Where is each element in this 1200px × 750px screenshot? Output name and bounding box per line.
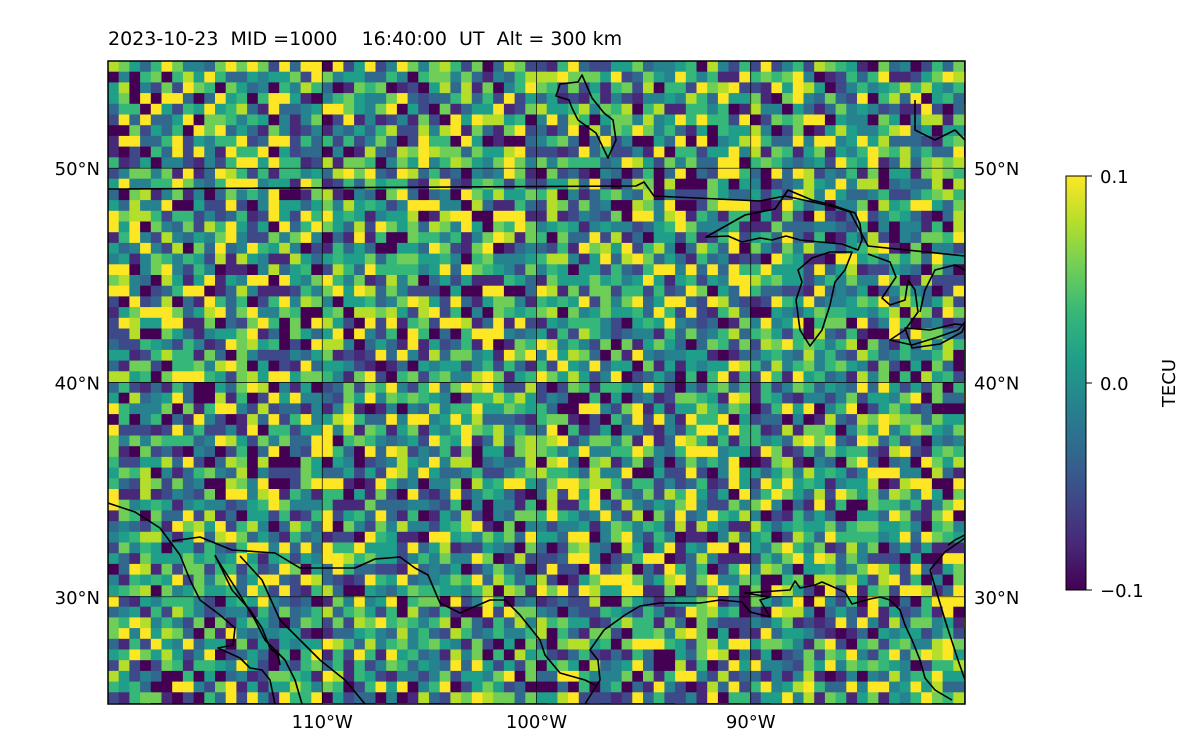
- lake-huron: [867, 253, 965, 346]
- map-gridlines: [108, 61, 965, 704]
- sonora-coast: [239, 555, 366, 704]
- lat-tick-label: 30°N: [55, 588, 100, 609]
- map-frame: [107, 60, 966, 705]
- colorbar-tick-label: −0.1: [1100, 581, 1144, 602]
- lat-tick-label: 50°N: [55, 159, 100, 180]
- lat-tick-label: 40°N: [55, 374, 100, 395]
- lat-tick-label: 50°N: [974, 159, 1019, 180]
- florida-peninsula: [929, 569, 965, 681]
- colorbar-tick-label: 0.0: [1100, 374, 1129, 395]
- lon-tick-label: 110°W: [292, 712, 353, 733]
- gulf-of-california-west: [214, 554, 281, 666]
- latitude-ticks-left: 50°N 40°N 30°N: [55, 159, 100, 609]
- lake-michigan: [795, 251, 853, 347]
- gulf-of-california-east: [214, 555, 303, 704]
- gulf-coast: [584, 580, 953, 704]
- lon-tick-label: 100°W: [506, 712, 567, 733]
- colorbar-ticks: 0.1 0.0 −0.1: [1086, 167, 1144, 602]
- florida-east: [929, 537, 965, 571]
- colorbar: [1065, 175, 1087, 591]
- hudson-bay-coast: [555, 74, 617, 159]
- lake-superior: [705, 189, 863, 251]
- us-mexico-border: [171, 536, 596, 686]
- colorbar-tick-label: 0.1: [1100, 167, 1129, 188]
- latitude-ticks-right: 50°N 40°N 30°N: [974, 159, 1019, 609]
- florida-coast: [947, 534, 965, 546]
- map-title: 2023-10-23 MID =1000 16:40:00 UT Alt = 3…: [108, 28, 623, 50]
- ontario-east: [919, 264, 965, 313]
- us-canada-border: [108, 181, 965, 257]
- lat-tick-label: 40°N: [974, 374, 1019, 395]
- longitude-ticks: 110°W 100°W 90°W: [292, 712, 776, 733]
- lon-tick-label: 90°W: [726, 712, 776, 733]
- tec-heatmap: [108, 61, 965, 704]
- lake-erie: [904, 323, 965, 349]
- colorbar-label: TECU: [1159, 359, 1180, 408]
- baja-coast: [108, 502, 276, 704]
- lat-tick-label: 30°N: [974, 588, 1019, 609]
- ontario-shore: [914, 100, 965, 141]
- coastlines: [108, 74, 965, 704]
